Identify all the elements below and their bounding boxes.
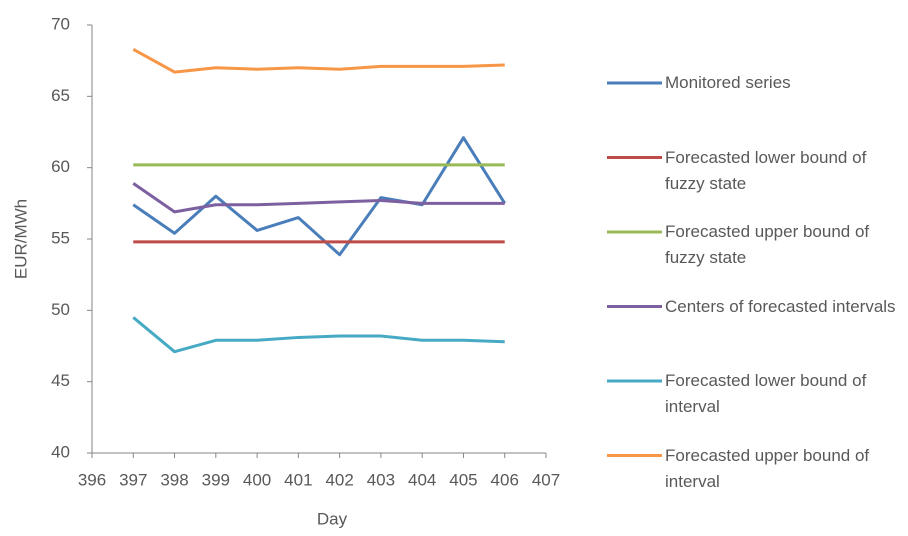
y-axis-label: EUR/MWh: [11, 199, 30, 279]
x-tick-label: 399: [202, 470, 230, 489]
legend-label: Forecasted upper bound of interval: [665, 445, 870, 491]
x-tick-label: 397: [119, 470, 147, 489]
legend-label: Forecasted lower bound of fuzzy state: [665, 147, 867, 193]
y-tick-label: 45: [51, 371, 70, 390]
y-tick-label: 50: [51, 300, 70, 319]
x-tick-label: 405: [449, 470, 477, 489]
legend-label: Monitored series: [665, 73, 791, 92]
x-tick-label: 407: [532, 470, 560, 489]
x-tick-label: 404: [408, 470, 436, 489]
series-line: [132, 136, 506, 257]
legend-label: Forecasted lower bound of interval: [665, 371, 867, 416]
series-line: [132, 316, 505, 354]
x-tick-label: 406: [491, 470, 519, 489]
y-tick-label: 55: [51, 228, 70, 247]
x-tick-label: 401: [284, 470, 312, 489]
series-line: [132, 47, 505, 74]
x-tick-label: 402: [325, 470, 353, 489]
x-tick-label: 396: [78, 470, 106, 489]
legend-label: Centers of forecasted intervals: [665, 296, 896, 316]
x-tick-label: 400: [243, 470, 271, 489]
x-tick-label: 398: [160, 470, 188, 489]
y-tick-label: 65: [51, 86, 70, 105]
x-tick-label: 403: [367, 470, 395, 489]
y-tick-label: 60: [51, 157, 70, 176]
legend-label: Forecasted upper bound of fuzzy state: [665, 222, 870, 267]
x-axis-label: Day: [317, 509, 348, 528]
y-tick-label: 40: [51, 442, 70, 461]
series-line: [132, 182, 505, 214]
y-tick-label: 70: [51, 14, 70, 33]
